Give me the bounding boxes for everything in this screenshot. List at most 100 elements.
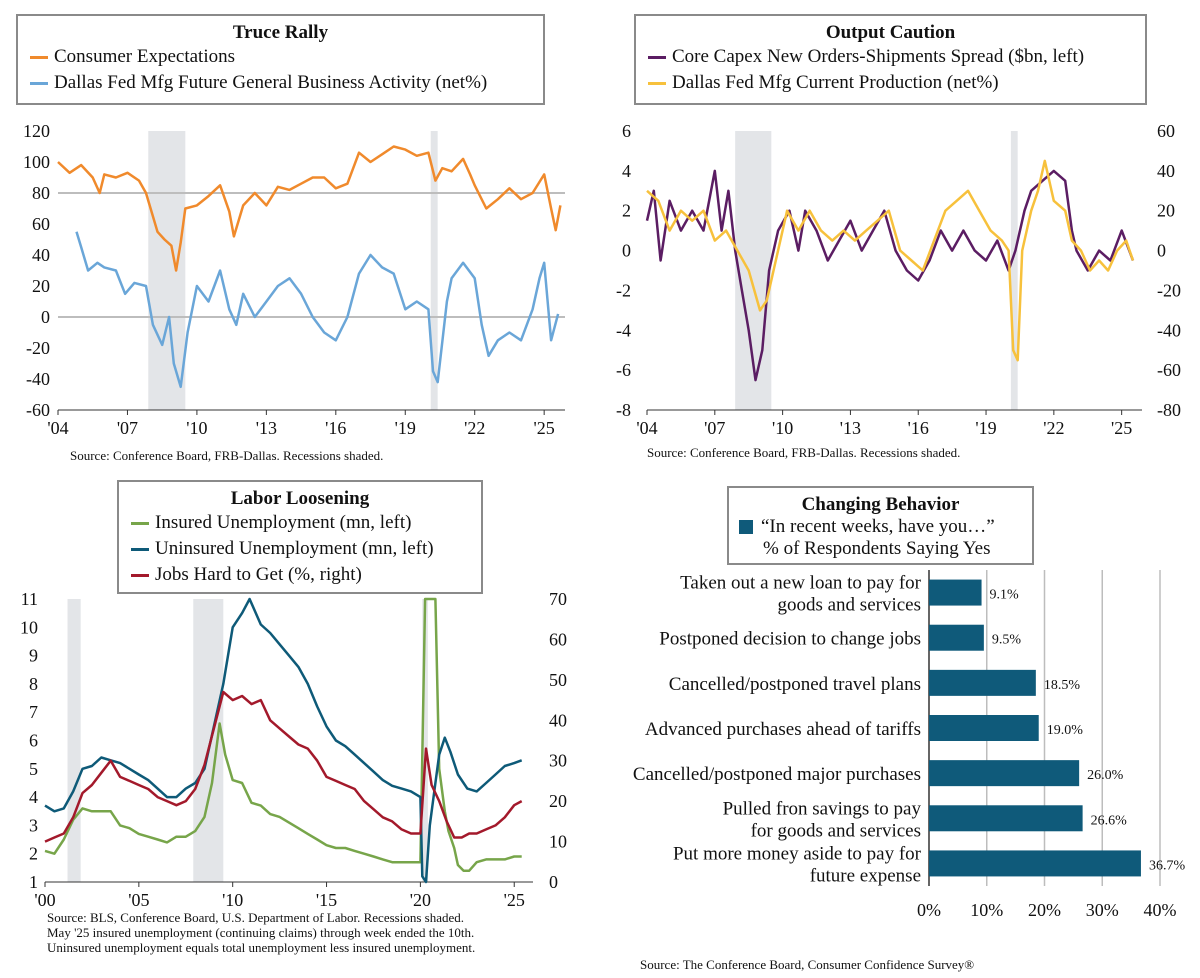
y-right-tick-label: 30 xyxy=(549,751,567,771)
y-tick-label: 100 xyxy=(23,152,50,172)
x-tick-label: '25 xyxy=(1111,418,1132,438)
y-right-tick-label: 60 xyxy=(549,629,567,649)
orange-line-icon xyxy=(30,55,48,59)
y-tick-label: 4 xyxy=(622,161,631,181)
y-right-tick-label: 50 xyxy=(549,670,567,690)
category-label: Cancelled/postponed travel plans xyxy=(669,674,921,695)
x-tick-label: '13 xyxy=(256,418,277,438)
series-line-green xyxy=(44,597,522,872)
y-tick-label: 0 xyxy=(41,307,50,327)
y-tick-label: 3 xyxy=(29,815,38,835)
y-tick-label: 5 xyxy=(29,759,38,779)
bar xyxy=(929,850,1141,877)
purple-line-icon xyxy=(648,55,666,59)
x-tick-label: '07 xyxy=(704,418,725,438)
lightblue-line-icon xyxy=(30,81,48,85)
y-tick-label: 60 xyxy=(32,214,50,234)
legend-item-consumer-expectations: Consumer Expectations xyxy=(30,44,543,70)
bar xyxy=(929,760,1080,787)
x-tick-label: '05 xyxy=(128,890,149,910)
y-tick-label: -60 xyxy=(26,400,50,420)
y-tick-label: 6 xyxy=(29,731,38,751)
bar-value-label: 19.0% xyxy=(1047,723,1084,738)
y-tick-label: 8 xyxy=(29,674,38,694)
x-tick-label: 10% xyxy=(970,900,1003,920)
y-tick-label: 7 xyxy=(29,702,38,722)
output-caution-legend: Output Caution Core Capex New Orders-Shi… xyxy=(634,14,1147,105)
chart-title: Labor Loosening xyxy=(230,488,370,509)
x-tick-label: '20 xyxy=(410,890,431,910)
recession-band xyxy=(193,599,224,882)
recession-band xyxy=(148,131,186,410)
labor-loosening-legend: Labor Loosening Insured Unemployment (mn… xyxy=(117,480,483,594)
truce-rally-legend: Truce Rally Consumer Expectations Dallas… xyxy=(16,14,545,105)
y-right-tick-label: 0 xyxy=(1157,241,1166,261)
red-line-icon xyxy=(131,573,149,577)
category-label: future expense xyxy=(810,865,921,886)
series-line-teal xyxy=(44,597,523,884)
x-tick-label: '10 xyxy=(772,418,793,438)
legend-label: Dallas Fed Mfg Future General Business A… xyxy=(54,72,488,93)
y-tick-label: 0 xyxy=(622,241,631,261)
teal-line-icon xyxy=(131,547,149,551)
legend-item-uninsured-unemployment: Uninsured Unemployment (mn, left) xyxy=(131,536,481,562)
y-tick-label: 1 xyxy=(29,872,38,892)
legend-label: “In recent weeks, have you…” xyxy=(761,516,995,537)
y-tick-label: 120 xyxy=(23,121,50,141)
x-tick-label: '07 xyxy=(117,418,138,438)
legend-label: Consumer Expectations xyxy=(54,46,235,67)
y-tick-label: 20 xyxy=(32,276,50,296)
legend-label: Core Capex New Orders-Shipments Spread (… xyxy=(672,46,1085,67)
legend-item-dallas-fed-future: Dallas Fed Mfg Future General Business A… xyxy=(30,70,543,96)
x-tick-label: '13 xyxy=(840,418,861,438)
y-right-tick-label: 60 xyxy=(1157,121,1175,141)
x-tick-label: '15 xyxy=(316,890,337,910)
legend-item-dallas-fed-production: Dallas Fed Mfg Current Production (net%) xyxy=(648,70,1145,96)
yellow-line-icon xyxy=(648,81,666,85)
labor-loosening-chart: 11 10 9 8 7 6 5 4 3 2 1 70 60 50 40 30 20 10 0 '00 '05 '10 '15… xyxy=(20,589,567,910)
y-tick-label: 10 xyxy=(20,617,38,637)
bar xyxy=(929,805,1083,832)
bar-value-label: 9.5% xyxy=(992,633,1022,648)
y-right-tick-label: 40 xyxy=(549,710,567,730)
series-line-lightblue xyxy=(75,231,560,389)
x-tick-label: 20% xyxy=(1028,900,1061,920)
x-tick-label: 40% xyxy=(1144,900,1177,920)
legend-item-insured-unemployment: Insured Unemployment (mn, left) xyxy=(131,510,481,536)
x-tick-label: '16 xyxy=(908,418,929,438)
y-right-tick-label: 40 xyxy=(1157,161,1175,181)
y-right-tick-label: 70 xyxy=(549,589,567,609)
labor-loosening-source-3: Uninsured unemployment equals total unem… xyxy=(47,940,476,955)
x-tick-label: '25 xyxy=(504,890,525,910)
y-tick-label: 2 xyxy=(622,201,631,221)
bar xyxy=(929,669,1036,696)
bar xyxy=(929,624,984,651)
bar-value-label: 26.0% xyxy=(1087,768,1124,783)
y-right-tick-label: -20 xyxy=(1157,280,1181,300)
bar-value-label: 9.1% xyxy=(990,588,1020,603)
legend-label: Jobs Hard to Get (%, right) xyxy=(155,564,362,585)
bar-value-label: 26.6% xyxy=(1091,813,1128,828)
legend-item-core-capex: Core Capex New Orders-Shipments Spread (… xyxy=(648,44,1145,70)
x-tick-label: '19 xyxy=(975,418,996,438)
legend-item-jobs-hard-to-get: Jobs Hard to Get (%, right) xyxy=(131,562,481,588)
legend-label: % of Respondents Saying Yes xyxy=(763,538,991,559)
y-tick-label: -6 xyxy=(616,360,631,380)
x-tick-label: '22 xyxy=(1043,418,1064,438)
y-tick-label: 6 xyxy=(622,121,631,141)
y-tick-label: 4 xyxy=(29,787,38,807)
y-tick-label: -8 xyxy=(616,400,631,420)
truce-rally-chart: 120 100 80 60 40 20 0 -20 -40 -60'04 '07 '10 '13 '16 '… xyxy=(23,121,565,438)
x-tick-label: '10 xyxy=(186,418,207,438)
category-label: goods and services xyxy=(777,595,921,616)
category-label: Put more money aside to pay for xyxy=(673,843,922,864)
category-label: Taken out a new loan to pay for xyxy=(680,573,922,594)
changing-behavior-legend: Changing Behavior “In recent weeks, have… xyxy=(727,486,1034,565)
x-tick-label: 30% xyxy=(1086,900,1119,920)
x-tick-label: '04 xyxy=(636,418,657,438)
y-right-tick-label: -60 xyxy=(1157,360,1181,380)
changing-behavior-source: Source: The Conference Board, Consumer C… xyxy=(640,957,975,972)
output-caution-source: Source: Conference Board, FRB-Dallas. Re… xyxy=(647,445,961,460)
y-tick-label: -20 xyxy=(26,338,50,358)
